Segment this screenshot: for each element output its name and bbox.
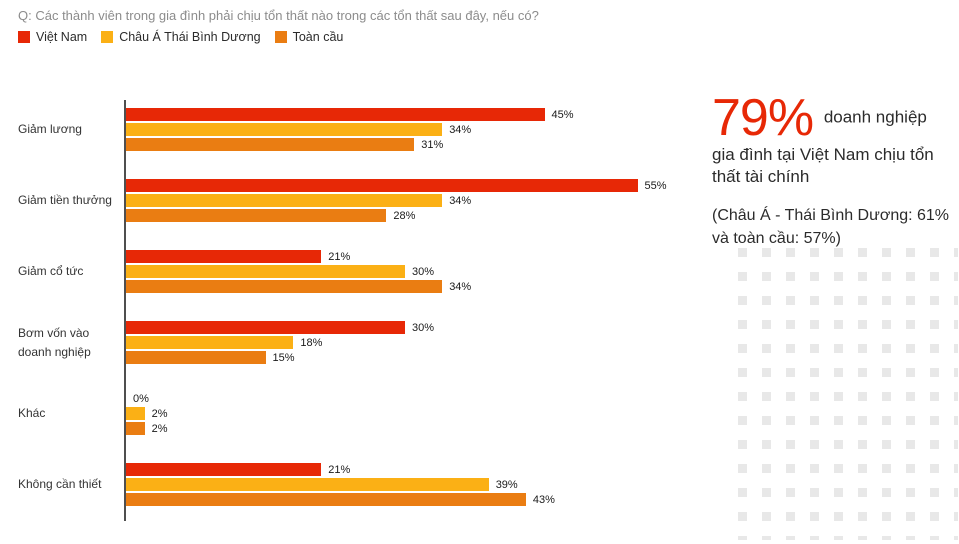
bar-segment bbox=[126, 265, 405, 278]
value-label: 28% bbox=[393, 209, 416, 222]
value-label: 30% bbox=[412, 265, 435, 278]
callout-big-value: 79% bbox=[712, 89, 814, 147]
category-group: Giảm lương 45% 34% 31% bbox=[18, 108, 678, 151]
value-label: 34% bbox=[449, 194, 472, 207]
legend-item-0: Việt Nam bbox=[18, 30, 87, 44]
bar-segment bbox=[126, 250, 322, 263]
bar-row: 43% bbox=[126, 493, 678, 506]
bar-row: 55% bbox=[126, 179, 678, 192]
bar-segment bbox=[126, 422, 145, 435]
bar-segment bbox=[126, 123, 443, 136]
legend-item-2: Toàn cầu bbox=[274, 30, 344, 44]
bar-segment bbox=[126, 138, 415, 151]
bar-segment bbox=[126, 336, 294, 349]
y-axis-line bbox=[124, 100, 126, 521]
legend-swatch-icon bbox=[101, 31, 114, 43]
value-label: 30% bbox=[412, 321, 435, 334]
grouped-bar-chart: Giảm lương 45% 34% 31% Giảm tiền thưởng 55% 34… bbox=[18, 108, 678, 534]
callout-panel: 79% doanh nghiệp gia đình tại Việt Nam c… bbox=[712, 92, 952, 250]
legend-label: Toàn cầu bbox=[292, 30, 344, 44]
bar-segment bbox=[126, 209, 387, 222]
bar-segment bbox=[126, 493, 526, 506]
bar-row: 2% bbox=[126, 422, 678, 435]
value-label: 31% bbox=[421, 138, 444, 151]
bar-row: 31% bbox=[126, 138, 678, 151]
value-label: 0% bbox=[133, 392, 149, 405]
bar-row: 28% bbox=[126, 209, 678, 222]
value-label: 21% bbox=[328, 463, 351, 476]
bar-row: 39% bbox=[126, 478, 678, 491]
bar-row: 15% bbox=[126, 351, 678, 364]
category-group: Giảm tiền thưởng 55% 34% 28% bbox=[18, 179, 678, 222]
category-label: Không cần thiết bbox=[18, 477, 102, 492]
value-label: 34% bbox=[449, 123, 472, 136]
bar-row: 34% bbox=[126, 123, 678, 136]
bar-segment bbox=[126, 407, 145, 420]
category-label: Giảm lương bbox=[18, 122, 82, 137]
value-label: 2% bbox=[151, 407, 168, 420]
bar-row: 18% bbox=[126, 336, 678, 349]
bar-group: 0% 2% 2% bbox=[126, 392, 678, 435]
category-group: Không cần thiết 21% 39% 43% bbox=[18, 463, 678, 506]
bar-group: 30% 18% 15% bbox=[126, 321, 678, 364]
bar-row: 30% bbox=[126, 321, 678, 334]
bar-row: 0% bbox=[126, 392, 678, 405]
callout-note: (Châu Á - Thái Bình Dương: 61% và toàn c… bbox=[712, 207, 950, 247]
value-label: 18% bbox=[300, 336, 323, 349]
bar-row: 21% bbox=[126, 250, 678, 263]
value-label: 45% bbox=[551, 108, 574, 121]
bar-segment bbox=[126, 194, 443, 207]
bar-segment bbox=[126, 463, 322, 476]
bar-row: 30% bbox=[126, 265, 678, 278]
legend-item-1: Châu Á Thái Bình Dương bbox=[101, 30, 261, 44]
bar-segment bbox=[126, 321, 405, 334]
bar-row: 2% bbox=[126, 407, 678, 420]
category-label: Khác bbox=[18, 406, 46, 421]
value-label: 21% bbox=[328, 250, 351, 263]
chart-question: Q: Các thành viên trong gia đình phải ch… bbox=[18, 8, 539, 23]
chart-legend: Việt Nam Châu Á Thái Bình Dương Toàn cầu bbox=[18, 30, 343, 44]
legend-swatch-icon bbox=[18, 31, 30, 43]
bar-row: 45% bbox=[126, 108, 678, 121]
callout-main-text: 79% doanh nghiệp gia đình tại Việt Nam c… bbox=[712, 92, 952, 188]
value-label: 34% bbox=[449, 280, 472, 293]
bar-group: 21% 39% 43% bbox=[126, 463, 678, 506]
category-label: Bơm vốn vào doanh nghiệp bbox=[18, 325, 91, 359]
bar-group: 45% 34% 31% bbox=[126, 108, 678, 151]
value-label: 2% bbox=[151, 422, 168, 435]
category-group: Bơm vốn vào doanh nghiệp 30% 18% 15% bbox=[18, 321, 678, 364]
callout-text: doanh nghiệp gia đình tại Việt Nam chịu … bbox=[712, 107, 934, 186]
legend-swatch-icon bbox=[274, 31, 287, 43]
category-label: Giảm cổ tức bbox=[18, 264, 84, 279]
bar-segment bbox=[126, 108, 545, 121]
bar-group: 55% 34% 28% bbox=[126, 179, 678, 222]
bar-segment bbox=[126, 179, 638, 192]
dot-pattern-decoration bbox=[738, 248, 958, 540]
value-label: 39% bbox=[495, 478, 518, 491]
bar-group: 21% 30% 34% bbox=[126, 250, 678, 293]
bar-row: 34% bbox=[126, 280, 678, 293]
category-label: Giảm tiền thưởng bbox=[18, 193, 112, 208]
bar-segment bbox=[126, 351, 266, 364]
value-label: 43% bbox=[532, 493, 555, 506]
legend-label: Châu Á Thái Bình Dương bbox=[119, 30, 261, 44]
bar-row: 34% bbox=[126, 194, 678, 207]
value-label: 55% bbox=[644, 179, 667, 192]
category-group: Giảm cổ tức 21% 30% 34% bbox=[18, 250, 678, 293]
category-group: Khác 0% 2% 2% bbox=[18, 392, 678, 435]
bar-segment bbox=[126, 280, 443, 293]
value-label: 15% bbox=[272, 351, 295, 364]
legend-label: Việt Nam bbox=[36, 30, 88, 44]
bar-row: 21% bbox=[126, 463, 678, 476]
bar-segment bbox=[126, 478, 489, 491]
